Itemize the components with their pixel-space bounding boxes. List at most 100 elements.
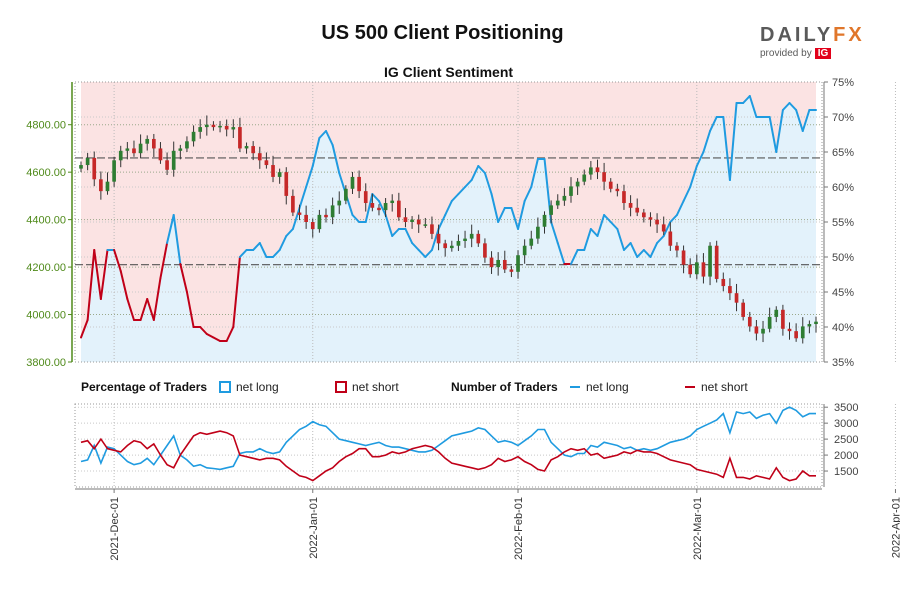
legend: Percentage of Traders net long net short Nu… — [81, 380, 748, 394]
candle-body — [191, 131, 196, 142]
candle-body — [416, 219, 421, 225]
candle-body — [344, 188, 348, 201]
candle-body — [132, 148, 136, 154]
candle-body — [145, 138, 150, 144]
right-tick-label: 60% — [832, 182, 854, 194]
candle-body — [165, 160, 169, 170]
candle-body — [397, 200, 401, 218]
sentiment-segment — [695, 151, 705, 167]
candle-body — [741, 302, 745, 317]
sentiment-segment — [709, 116, 718, 132]
candle-body — [118, 150, 123, 161]
candle-body — [310, 222, 315, 230]
x-tick-label: 2022-Feb-01 — [513, 497, 525, 560]
candle-body — [152, 138, 156, 149]
sentiment-segment — [113, 249, 122, 272]
logo-word-a: DAILY — [760, 24, 834, 46]
sentiment-segment — [404, 228, 414, 244]
sentiment-segment — [364, 193, 374, 223]
sentiment-segment — [682, 186, 692, 202]
candle-body — [496, 259, 500, 268]
candle-body — [443, 243, 448, 249]
right-tick-label: 75% — [832, 77, 854, 89]
right-tick-label: 35% — [832, 357, 854, 369]
sentiment-segment — [417, 249, 427, 258]
x-tick-label: 2022-Mar-01 — [692, 497, 704, 560]
sentiment-segment — [675, 200, 685, 216]
plot-frame — [74, 81, 823, 363]
sentiment-segment — [702, 130, 712, 153]
candle-body — [562, 195, 567, 201]
candle-body — [774, 309, 779, 317]
sentiment-segment — [238, 249, 248, 258]
legend-pct-long-label: net long — [236, 380, 279, 394]
candle-body — [575, 181, 580, 187]
sentiment-segment — [642, 249, 652, 258]
candle-body — [542, 214, 547, 227]
legend-pct-title: Percentage of Traders — [81, 380, 207, 394]
sentiment-segment — [258, 242, 268, 258]
candle-body — [238, 127, 242, 149]
chart-title: US 500 Client Positioning — [321, 22, 564, 44]
candle-body — [728, 286, 732, 294]
candle-body — [549, 205, 553, 215]
sentiment-segment — [801, 109, 811, 132]
candle-body — [158, 148, 163, 161]
sentiment-segment — [384, 214, 394, 237]
sentiment-segment — [205, 333, 215, 339]
sentiment-segment — [232, 256, 241, 328]
sentiment-segment — [616, 228, 625, 251]
candle-body — [178, 148, 183, 151]
candle-body — [125, 148, 130, 151]
left-tick-label: 4400.00 — [26, 215, 66, 227]
logo-provided-text: provided by — [760, 48, 812, 59]
candle-body — [211, 124, 216, 128]
legend-pct-short-label: net short — [352, 380, 399, 394]
left-tick-label: 4600.00 — [26, 167, 66, 179]
sentiment-segment — [457, 186, 467, 195]
sentiment-segment — [768, 116, 778, 153]
sentiment-segment — [510, 207, 520, 230]
sentiment-segment — [86, 249, 96, 321]
x-tick-label: 2021-Dec-01 — [109, 497, 121, 561]
candle-body — [767, 316, 772, 329]
candle-body — [231, 127, 236, 130]
candle-body — [198, 127, 203, 132]
sentiment-segment — [470, 165, 480, 181]
sentiment-segment — [748, 95, 758, 118]
candle-body — [807, 324, 812, 327]
candle-body — [536, 226, 540, 239]
candle-body — [304, 214, 308, 222]
sentiment-segment — [146, 298, 155, 321]
sentiment-segment — [212, 336, 222, 342]
sentiment-segment — [550, 221, 559, 244]
candle-body — [244, 146, 249, 149]
candle-body — [522, 245, 527, 256]
sentiment-segment — [523, 186, 533, 202]
traders-net-short-line — [80, 430, 816, 482]
candle-body — [483, 243, 487, 258]
panel-title: IG Client Sentiment — [384, 64, 513, 80]
sentiment-segment — [728, 102, 738, 181]
candle-body — [363, 191, 368, 204]
sentiment-segment — [424, 249, 433, 258]
legend-pct-long-swatch — [219, 381, 231, 393]
candle-body — [138, 143, 143, 154]
candle-body — [668, 231, 673, 246]
sentiment-segment — [305, 165, 314, 188]
candle-body — [330, 205, 335, 218]
sentiment-segment — [530, 158, 539, 188]
logo-provided-by: provided by IG — [760, 48, 870, 59]
sentiment-segment — [126, 298, 135, 321]
candle-body — [463, 238, 467, 241]
sentiment-segment — [450, 193, 460, 202]
candle-body — [708, 245, 712, 277]
sentiment-segment — [570, 249, 579, 265]
candle-body — [761, 328, 765, 334]
right-tick-label: 70% — [832, 112, 854, 124]
sentiment-segment — [166, 214, 175, 244]
candle-body — [661, 224, 666, 232]
sentiment-segment — [172, 214, 182, 265]
candle-body — [509, 269, 514, 272]
sentiment-segment — [556, 242, 566, 265]
